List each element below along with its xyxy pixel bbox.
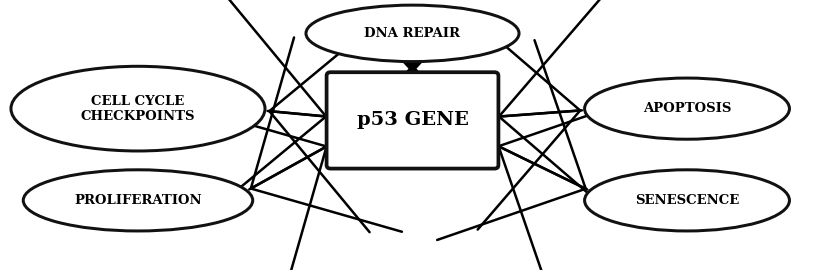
- FancyBboxPatch shape: [327, 72, 498, 168]
- Text: APOPTOSIS: APOPTOSIS: [643, 102, 731, 115]
- Text: SENESCENCE: SENESCENCE: [635, 194, 739, 207]
- Text: PROLIFERATION: PROLIFERATION: [74, 194, 202, 207]
- FancyArrowPatch shape: [393, 49, 432, 88]
- Ellipse shape: [23, 170, 252, 231]
- Text: p53 GENE: p53 GENE: [356, 112, 469, 129]
- Ellipse shape: [585, 170, 790, 231]
- Text: DNA REPAIR: DNA REPAIR: [365, 27, 460, 40]
- Ellipse shape: [306, 5, 519, 62]
- Ellipse shape: [585, 78, 790, 139]
- Text: CELL CYCLE
CHECKPOINTS: CELL CYCLE CHECKPOINTS: [81, 95, 196, 123]
- Ellipse shape: [11, 66, 265, 151]
